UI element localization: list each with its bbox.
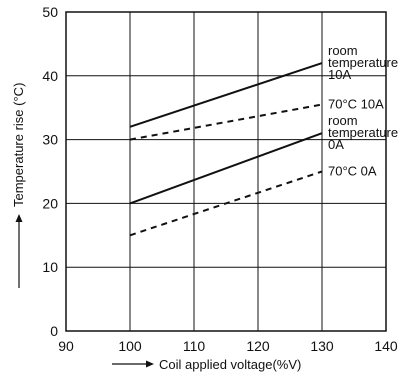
series-label-line: 0A [328,137,344,152]
y-tick-label: 10 [42,259,58,275]
series-label-line: temperature [328,55,398,70]
series-label-line: 10A [328,67,351,82]
y-axis-label: Temperature rise (°C) [11,83,26,207]
x-tick-label: 110 [183,338,206,354]
series-line-1 [129,103,323,141]
y-tick-label: 40 [42,68,58,84]
series-label-line: room [328,113,358,128]
x-tick-label: 90 [58,338,74,354]
plot-frame [65,11,387,332]
series-label-line: 70°C 10A [328,97,384,112]
x-axis-label: Coil applied voltage(%V) [159,357,301,372]
y-tick-label: 20 [42,195,58,211]
y-axis-title: Temperature rise (°C) [11,83,26,288]
series-label-line: room [328,43,358,58]
y-tick-label: 30 [42,132,58,148]
y-tick-label: 0 [50,323,58,339]
x-tick-label: 140 [374,338,398,354]
x-tick-label: 120 [246,338,270,354]
series-label-line: 70°C 0A [328,164,377,179]
x-axis-title: Coil applied voltage(%V) [112,357,301,372]
series-line-2 [129,132,323,205]
x-tick-label: 130 [310,338,334,354]
y-axis-arrow-head [15,214,23,222]
tick-labels: 90 100 110 120 130 140 0 10 20 30 40 50 [42,4,397,354]
x-tick-label: 100 [118,338,142,354]
y-tick-label: 50 [42,4,58,20]
x-axis-arrow-head [146,360,154,368]
series-line-3 [129,170,323,237]
series-line-0 [129,62,323,128]
series-lines [129,62,323,237]
series-label-line: temperature [328,125,398,140]
